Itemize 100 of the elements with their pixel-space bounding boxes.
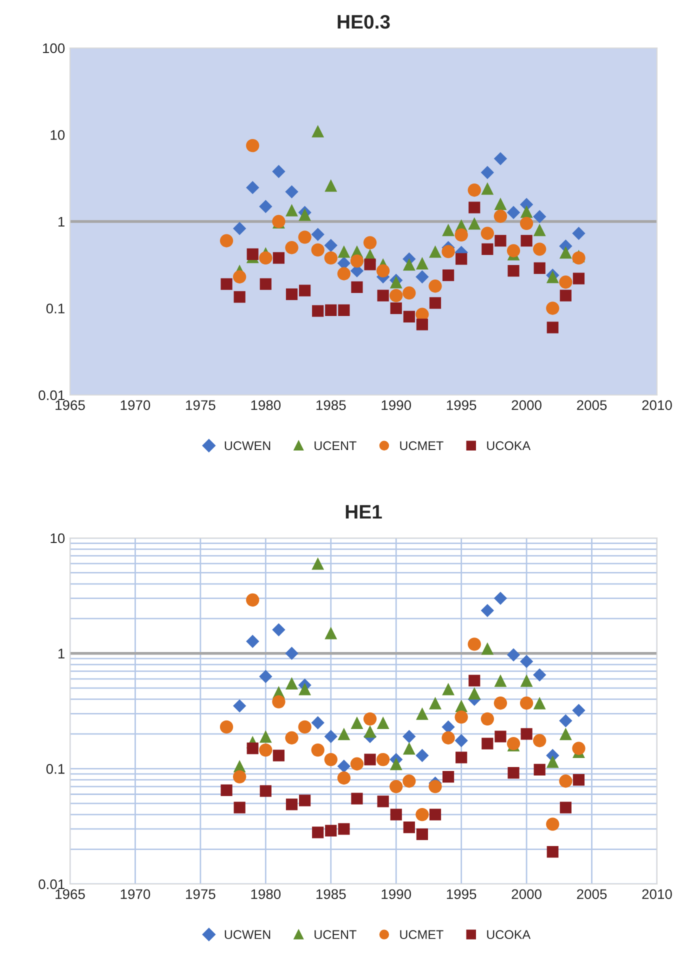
point [454, 734, 468, 748]
y-tick-label: 0.01 [38, 390, 64, 400]
point [285, 185, 298, 198]
point [494, 674, 507, 687]
point [259, 251, 272, 265]
point [533, 668, 546, 682]
x-tick-label: 1980 [251, 889, 281, 900]
y-tick-label: 100 [43, 43, 65, 54]
point [416, 828, 428, 840]
point [337, 771, 351, 785]
point [468, 674, 480, 686]
point [429, 696, 442, 710]
point [298, 794, 311, 806]
point [506, 648, 520, 662]
y-tick-label: 0.1 [46, 304, 64, 314]
point [246, 634, 260, 648]
point [416, 707, 428, 720]
point [232, 222, 246, 236]
point [402, 742, 416, 755]
point [480, 604, 494, 618]
x-tick-label: 2010 [642, 400, 672, 410]
x-tick-label: 1990 [382, 889, 412, 900]
point [442, 682, 454, 696]
point [338, 728, 350, 740]
point [482, 738, 494, 750]
point [311, 243, 324, 257]
x-tick-label: 1975 [186, 400, 216, 410]
point [377, 796, 389, 808]
point [559, 246, 572, 259]
point [220, 278, 232, 290]
point [402, 730, 416, 744]
point [286, 798, 298, 810]
point [429, 297, 442, 309]
point [311, 716, 324, 730]
y-tick-label: 1 [58, 216, 64, 227]
point [482, 243, 494, 255]
point [232, 270, 246, 284]
point [351, 281, 363, 293]
point [350, 757, 364, 770]
point [572, 272, 585, 284]
point [520, 216, 534, 230]
point [246, 139, 260, 152]
point [442, 269, 454, 282]
point [559, 714, 572, 728]
point [456, 253, 468, 265]
x-tick-label: 2010 [642, 889, 672, 900]
point [338, 245, 350, 258]
point [442, 770, 454, 783]
point [259, 200, 272, 214]
point [480, 166, 494, 180]
chart-title: HE0.3 [338, 14, 390, 29]
point [246, 248, 258, 260]
x-tick-label: 2005 [577, 400, 607, 410]
point [494, 730, 506, 742]
point [325, 824, 337, 836]
x-tick-label: 1970 [120, 400, 150, 410]
point [520, 205, 533, 218]
legend-label: UCWEN [224, 441, 270, 450]
point [220, 234, 234, 248]
point [494, 696, 508, 710]
legend-label: UCENT [314, 930, 356, 940]
point [494, 152, 508, 166]
point [559, 774, 572, 788]
point [363, 712, 377, 726]
point [311, 743, 324, 757]
x-tick-label: 2000 [512, 889, 542, 900]
point [376, 264, 390, 278]
x-tick-label: 1965 [56, 889, 85, 900]
point [259, 730, 272, 743]
point [402, 286, 416, 300]
point [337, 267, 351, 280]
point [246, 593, 260, 607]
point [533, 696, 546, 710]
legend-label: UCOKA [487, 441, 531, 450]
x-tick-label: 1980 [251, 400, 281, 410]
point [377, 290, 389, 302]
point [285, 731, 298, 744]
y-tick-label: 0.01 [38, 879, 64, 890]
y-tick-label: 1 [58, 648, 64, 658]
point [468, 638, 481, 651]
point [298, 208, 312, 221]
point [572, 704, 586, 717]
point [285, 241, 298, 254]
x-tick-label: 1970 [120, 889, 150, 900]
point [390, 302, 402, 314]
x-tick-label: 2005 [577, 889, 607, 900]
point [480, 226, 494, 240]
point [429, 245, 442, 258]
point [286, 204, 298, 216]
point [337, 760, 351, 773]
point [533, 210, 546, 224]
point [390, 288, 403, 302]
point [364, 754, 376, 766]
point [533, 242, 546, 256]
y-tick-label: 10 [50, 130, 65, 140]
point [534, 262, 546, 274]
point [494, 234, 506, 247]
point [338, 304, 350, 316]
point [403, 310, 415, 322]
point [298, 230, 312, 244]
